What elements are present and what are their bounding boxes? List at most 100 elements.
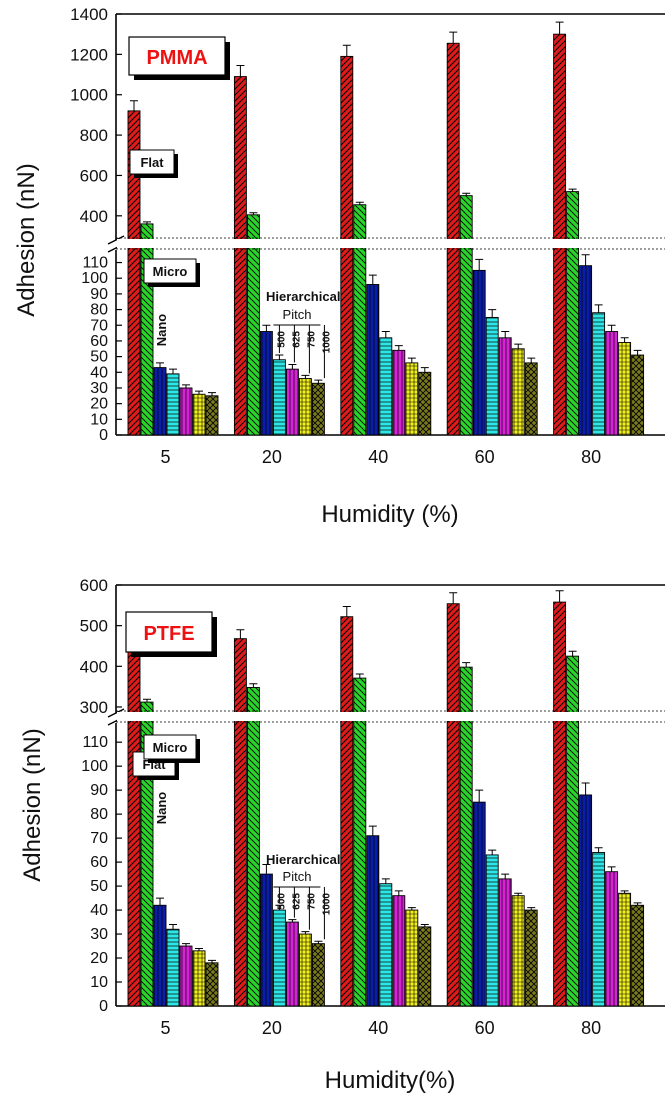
axis-break-gap bbox=[117, 712, 665, 721]
y-tick-label: 400 bbox=[80, 657, 108, 676]
bar-pitch-500 bbox=[166, 373, 180, 436]
error-bar bbox=[368, 825, 377, 836]
error-bar bbox=[156, 897, 164, 906]
error-bar bbox=[249, 683, 258, 688]
y-tick-label: 110 bbox=[82, 255, 108, 272]
bar-micro bbox=[566, 191, 580, 436]
y-tick-label: 50 bbox=[90, 349, 108, 366]
y-tick-label: 30 bbox=[90, 380, 108, 397]
error-bar bbox=[420, 367, 429, 373]
micro-label: Micro bbox=[153, 264, 188, 279]
error-bar bbox=[620, 890, 629, 894]
bar-nano bbox=[259, 873, 273, 1007]
bar-nano bbox=[472, 801, 486, 1007]
y-tick-label: 40 bbox=[90, 902, 108, 919]
error-bar bbox=[555, 21, 564, 35]
pitch-label: Pitch bbox=[283, 307, 312, 322]
bar-micro bbox=[246, 687, 260, 1007]
error-bar bbox=[462, 192, 471, 196]
bar-pitch-500 bbox=[379, 337, 393, 436]
y-tick-label: 10 bbox=[90, 974, 108, 991]
bar-pitch-1000 bbox=[311, 382, 325, 436]
y-tick-label: 30 bbox=[90, 926, 108, 943]
error-bar bbox=[527, 907, 536, 911]
bar-micro bbox=[140, 223, 154, 436]
bar-flat bbox=[127, 648, 141, 1007]
x-tick-label: 20 bbox=[262, 447, 282, 467]
error-bar bbox=[407, 907, 416, 911]
error-bar bbox=[594, 847, 603, 853]
pitch-label: Pitch bbox=[283, 869, 312, 884]
error-bar bbox=[208, 959, 216, 963]
error-bar bbox=[633, 902, 642, 906]
x-tick-label: 60 bbox=[475, 447, 495, 467]
x-tick-label: 40 bbox=[368, 447, 388, 467]
bar-pitch-625 bbox=[392, 349, 406, 436]
bar-pitch-750 bbox=[511, 348, 525, 436]
error-bar bbox=[594, 304, 603, 313]
bar-pitch-1000 bbox=[524, 362, 538, 436]
error-bar bbox=[182, 943, 190, 947]
error-bar bbox=[568, 188, 577, 192]
y-tick-label: 1200 bbox=[70, 45, 108, 64]
error-bar bbox=[195, 947, 203, 951]
error-bar bbox=[475, 258, 484, 271]
bar-pitch-625 bbox=[605, 331, 619, 436]
error-bar bbox=[527, 357, 536, 363]
error-bar bbox=[208, 392, 216, 396]
error-bar bbox=[262, 324, 271, 332]
error-bar bbox=[449, 31, 458, 44]
bar-pitch-1000 bbox=[205, 395, 219, 436]
bar-pitch-1000 bbox=[311, 943, 325, 1007]
bar-pitch-500 bbox=[272, 359, 286, 436]
y-tick-label: 100 bbox=[81, 758, 108, 775]
y-tick-label: 40 bbox=[90, 364, 108, 381]
bar-nano bbox=[153, 904, 167, 1007]
error-bar bbox=[342, 606, 351, 617]
error-bar bbox=[288, 919, 297, 923]
bar-pitch-500 bbox=[272, 909, 286, 1007]
bar-pitch-750 bbox=[192, 393, 206, 436]
y-tick-label: 10 bbox=[90, 411, 108, 428]
pitch-value-625: 625 bbox=[291, 893, 302, 910]
error-bar bbox=[275, 904, 284, 911]
title-box bbox=[128, 36, 226, 76]
error-bar bbox=[355, 201, 364, 205]
y-tick-label: 500 bbox=[80, 617, 108, 636]
bar-pitch-1000 bbox=[631, 904, 645, 1007]
error-bar bbox=[288, 363, 297, 370]
error-bar bbox=[314, 379, 323, 384]
pitch-value-500: 500 bbox=[276, 893, 287, 910]
bar-nano bbox=[366, 284, 380, 436]
error-bar bbox=[314, 940, 323, 944]
bar-nano bbox=[259, 331, 273, 436]
bar-micro bbox=[353, 677, 367, 1007]
bar-nano bbox=[579, 265, 593, 436]
nano-label: Nano bbox=[154, 792, 169, 825]
pmma-chart: 4006008001000120014000102030405060708090… bbox=[13, 5, 665, 528]
bar-flat bbox=[233, 76, 247, 436]
pitch-value-750: 750 bbox=[306, 893, 317, 910]
y-tick-label: 80 bbox=[90, 806, 108, 823]
x-tick-label: 80 bbox=[581, 447, 601, 467]
flat-label: Flat bbox=[140, 155, 164, 170]
bar-nano bbox=[472, 269, 486, 436]
pitch-value-500: 500 bbox=[276, 331, 287, 348]
error-bar bbox=[620, 337, 629, 343]
error-bar bbox=[501, 873, 510, 879]
hierarchical-label: Hierarchical bbox=[266, 289, 340, 304]
bar-flat bbox=[553, 33, 567, 436]
error-bar bbox=[381, 878, 390, 884]
bar-pitch-625 bbox=[605, 871, 619, 1007]
error-bar bbox=[420, 923, 429, 927]
bar-pitch-625 bbox=[498, 878, 512, 1007]
y-tick-label: 20 bbox=[90, 950, 108, 967]
error-bar bbox=[195, 390, 203, 395]
y-tick-label: 20 bbox=[90, 396, 108, 413]
error-bar bbox=[607, 866, 616, 872]
error-bar bbox=[381, 331, 390, 338]
bar-pitch-625 bbox=[179, 387, 193, 436]
bar-pitch-625 bbox=[285, 368, 299, 436]
bar-pitch-500 bbox=[485, 854, 499, 1007]
pitch-value-625: 625 bbox=[291, 331, 302, 348]
